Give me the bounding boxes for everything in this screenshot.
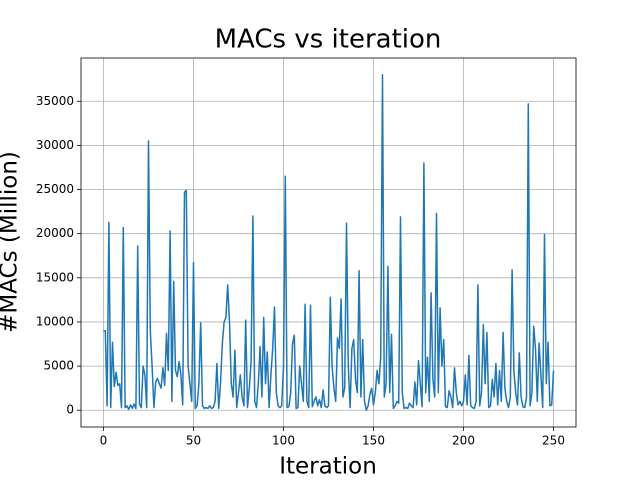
- y-tick-label: 5000: [43, 359, 74, 373]
- x-tick-label: 50: [186, 434, 201, 448]
- x-axis-label: Iteration: [279, 454, 377, 480]
- y-tick-label: 35000: [36, 94, 74, 108]
- y-tick-label: 15000: [36, 270, 74, 284]
- y-tick-label: 20000: [36, 226, 74, 240]
- y-axis-label: #MACs (Million): [0, 151, 23, 333]
- y-tick-label: 25000: [36, 182, 74, 196]
- y-tick-label: 10000: [36, 314, 74, 328]
- chart-title: MACs vs iteration: [215, 25, 442, 55]
- y-tick-label: 0: [66, 403, 74, 417]
- plot-frame: [80, 57, 577, 428]
- x-tick-label: 250: [542, 434, 565, 448]
- y-tick-label: 30000: [36, 138, 74, 152]
- data-line: [103, 74, 555, 411]
- x-tick-label: 150: [362, 434, 385, 448]
- x-tick-label: 200: [452, 434, 475, 448]
- x-tick-label: 100: [272, 434, 295, 448]
- x-tick-label: 0: [100, 434, 108, 448]
